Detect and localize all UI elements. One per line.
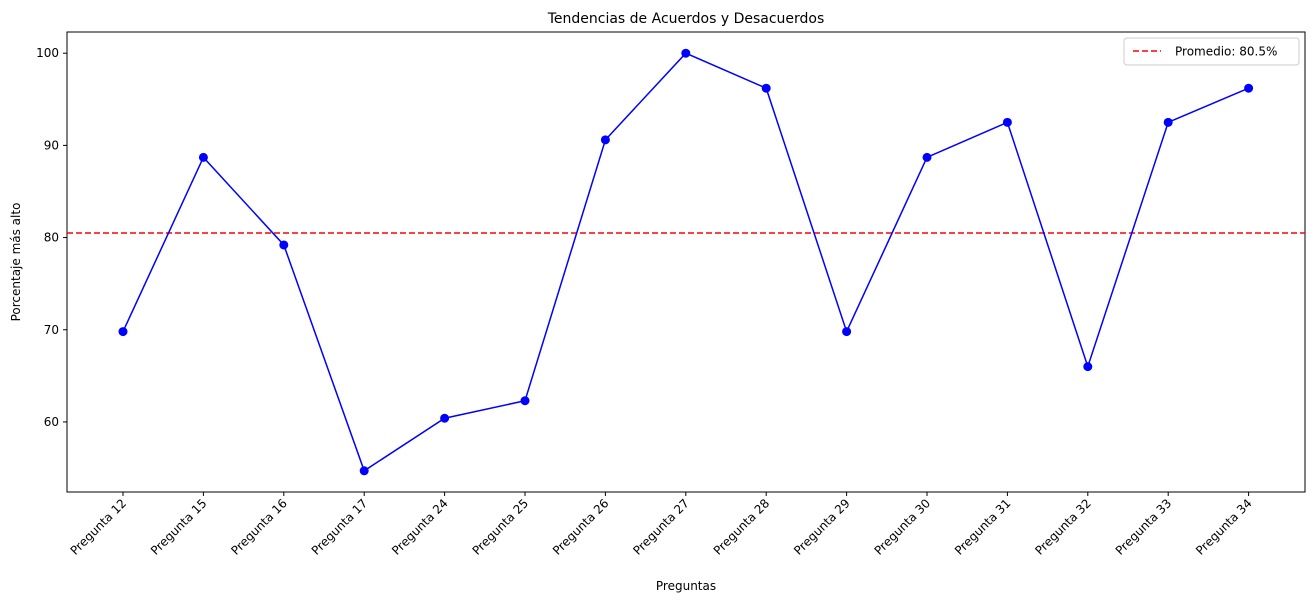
legend-box	[1123, 37, 1300, 66]
data-point	[440, 413, 450, 423]
data-point	[761, 83, 771, 93]
series-line	[122, 52, 1249, 472]
y-tick-label: 100	[36, 46, 59, 60]
data-point	[118, 327, 128, 337]
y-tick-label: 70	[44, 323, 59, 337]
y-axis-label: Porcentaje más alto	[9, 203, 23, 322]
x-tick-label: Pregunta 24	[389, 496, 451, 558]
y-tick-label: 60	[44, 415, 59, 429]
data-point	[198, 152, 208, 162]
x-tick-label: Pregunta 16	[228, 496, 290, 558]
data-point	[520, 396, 530, 406]
data-point	[842, 327, 852, 337]
x-tick-label: Pregunta 25	[470, 496, 532, 558]
data-point	[1244, 83, 1254, 93]
data-point	[1083, 362, 1093, 372]
x-tick-label: Pregunta 34	[1193, 496, 1255, 558]
x-tick-label: Pregunta 33	[1113, 496, 1175, 558]
x-tick-label: Pregunta 28	[711, 496, 773, 558]
x-tick-label: Pregunta 31	[952, 496, 1014, 558]
x-tick-label: Pregunta 29	[791, 496, 853, 558]
data-point	[922, 152, 932, 162]
legend: Promedio: 80.5%	[1123, 37, 1300, 66]
x-tick-label: Pregunta 32	[1032, 496, 1094, 558]
x-axis-ticks: Pregunta 12 Pregunta 15 Pregunta 16 Pregunt…	[68, 492, 1255, 558]
x-tick-label: Pregunta 15	[148, 496, 210, 558]
data-point	[600, 135, 610, 145]
data-point	[1002, 117, 1012, 127]
data-point	[1163, 117, 1173, 127]
data-point	[359, 466, 369, 476]
data-point	[279, 240, 289, 250]
x-tick-label: Pregunta 26	[550, 496, 612, 558]
chart-title: Tendencias de Acuerdos y Desacuerdos	[547, 11, 825, 27]
x-tick-label: Pregunta 17	[309, 496, 371, 558]
x-axis-label: Preguntas	[656, 579, 716, 593]
x-tick-label: Pregunta 12	[68, 496, 130, 558]
y-tick-label: 80	[44, 231, 59, 245]
y-axis-ticks: 60 70 80 90 100	[36, 46, 67, 429]
data-points	[118, 48, 1254, 476]
data-point	[681, 48, 691, 58]
y-tick-label: 90	[44, 138, 59, 152]
x-tick-label: Pregunta 27	[630, 496, 692, 558]
x-tick-label: Pregunta 30	[872, 496, 934, 558]
plot-area-frame	[66, 31, 1306, 493]
legend-label: Promedio: 80.5%	[1175, 45, 1277, 59]
